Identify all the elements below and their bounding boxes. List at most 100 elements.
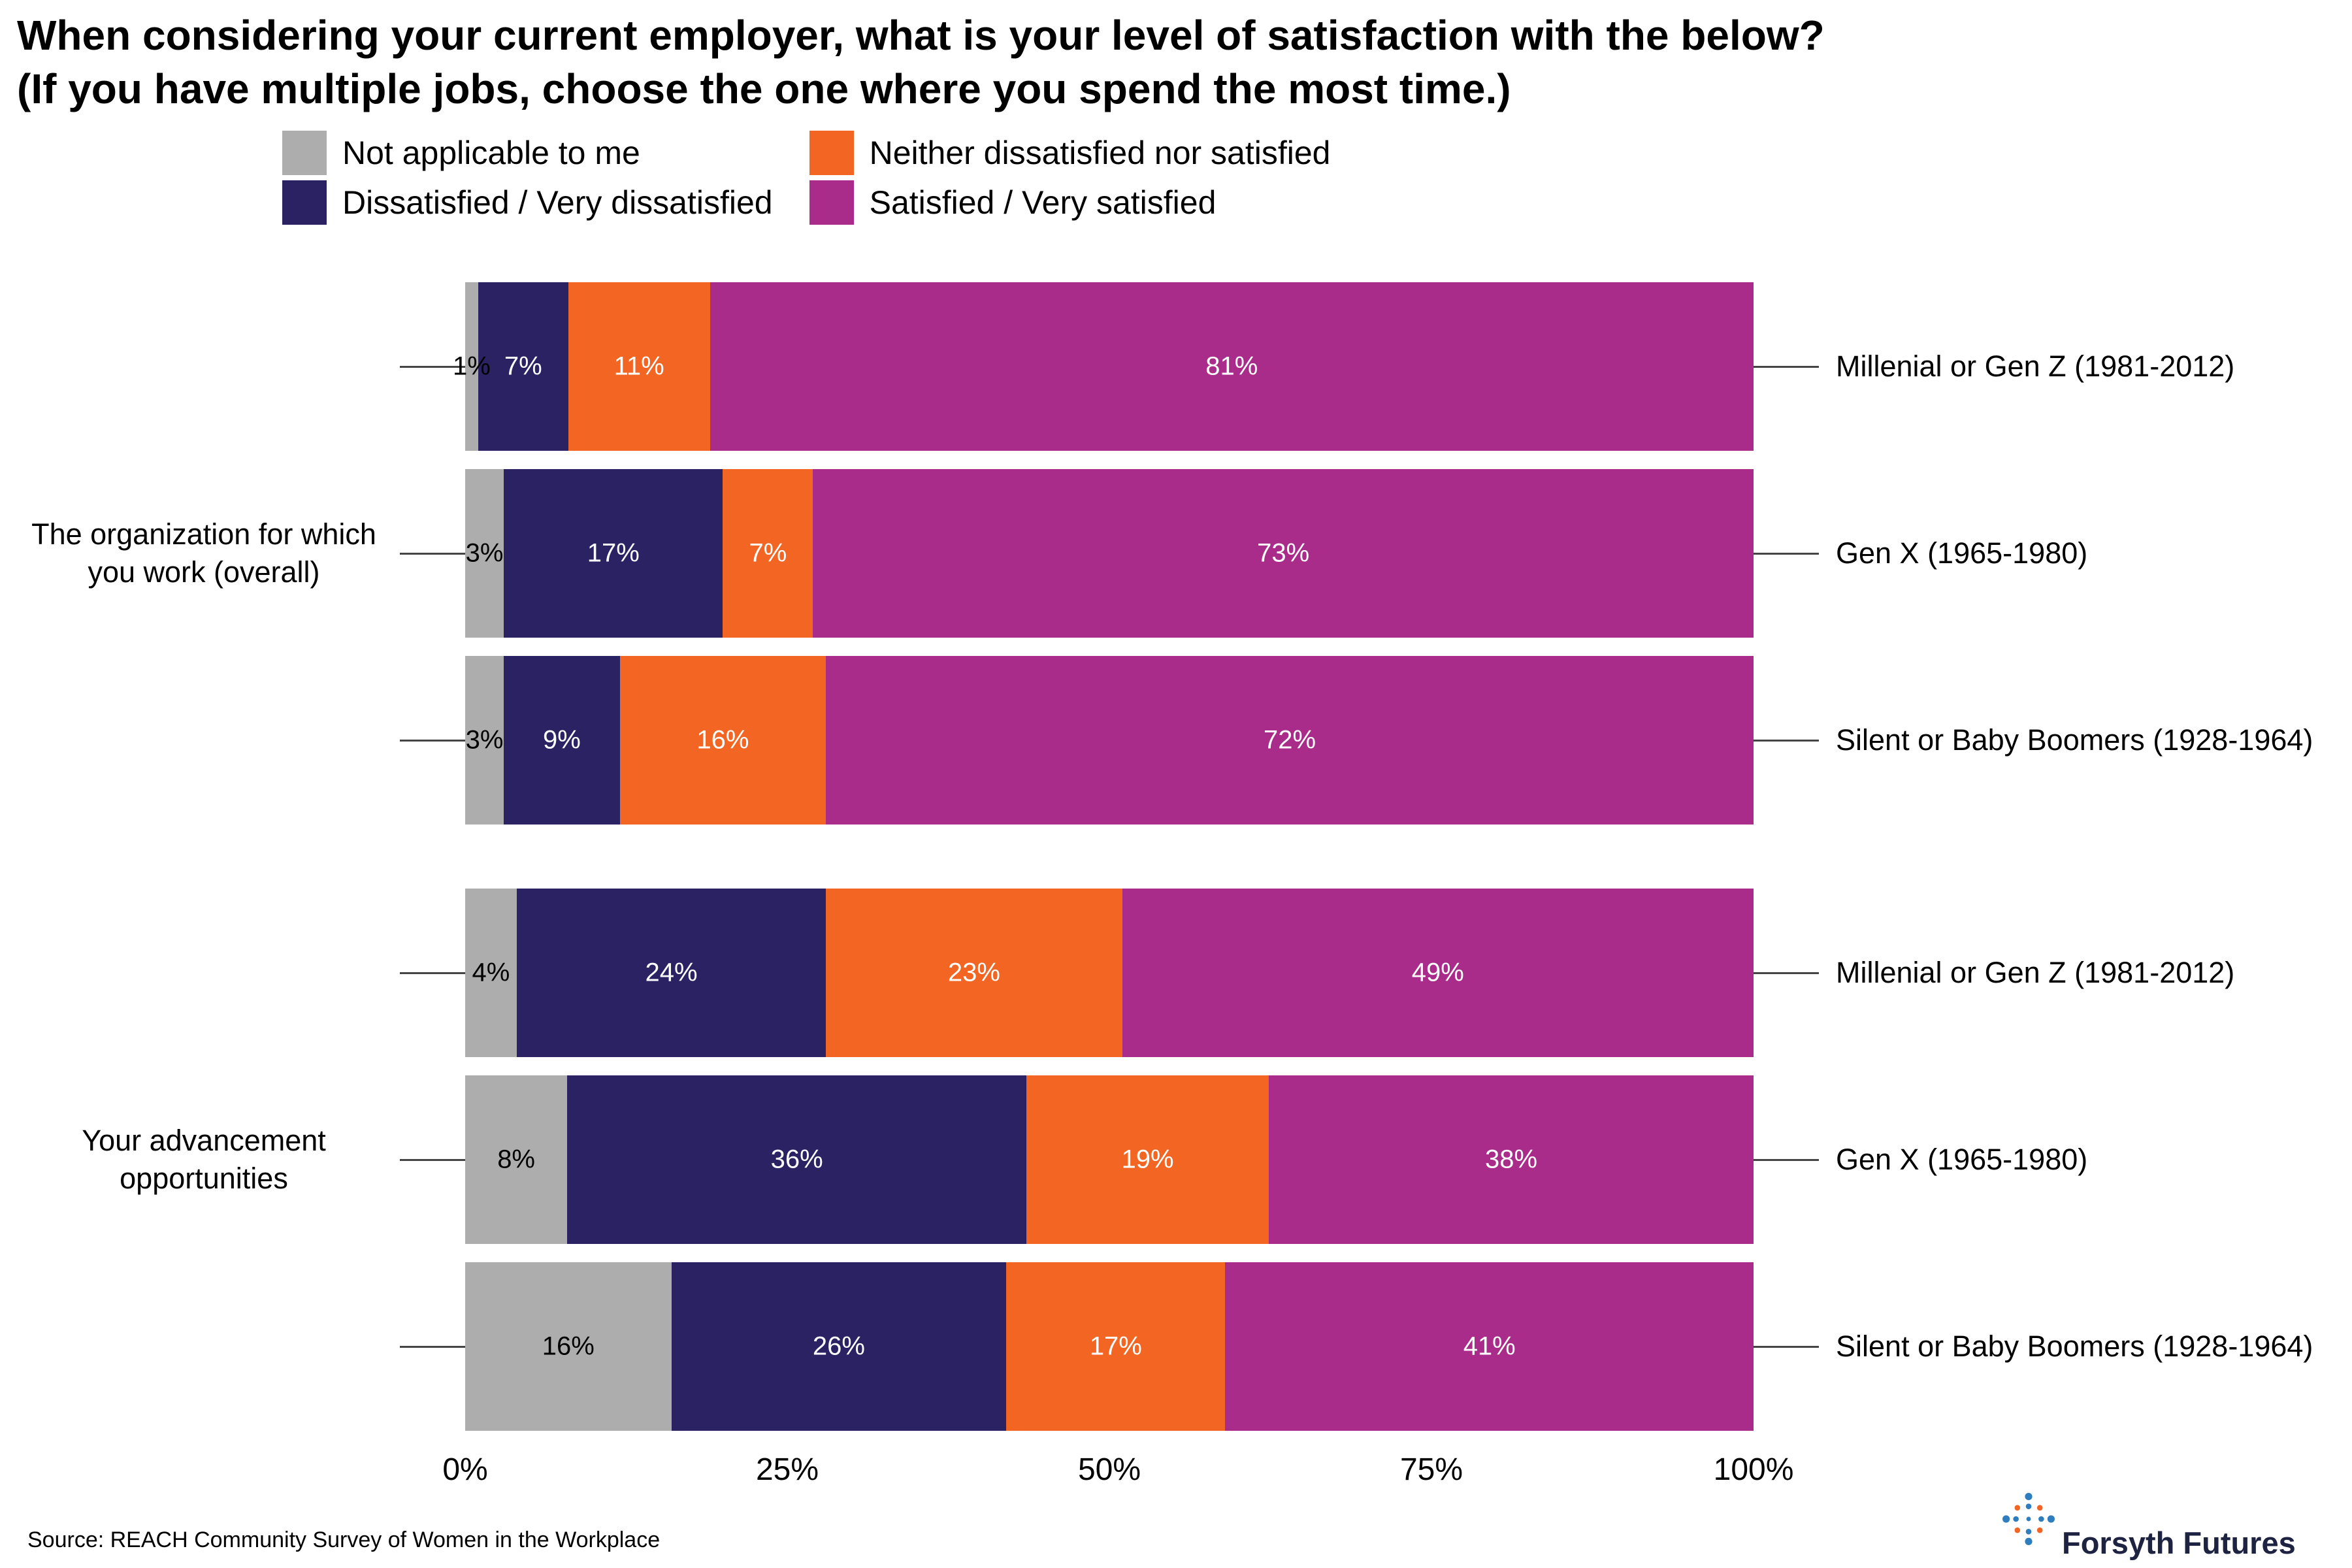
right-tick-line bbox=[1754, 739, 1819, 742]
bar-segment: 3% bbox=[465, 469, 504, 638]
bar-segment: 23% bbox=[826, 889, 1122, 1057]
bar-row: 3% 17% 7% 73% Gen X (1965-1980) bbox=[400, 469, 2313, 638]
segment-value-label: 7% bbox=[504, 351, 542, 381]
bar-segment: 3% bbox=[465, 656, 504, 825]
segment-value-label: 36% bbox=[770, 1145, 823, 1174]
legend: Not applicable to me Dissatisfied / Very … bbox=[282, 129, 1330, 226]
left-tick-line bbox=[400, 739, 465, 742]
stacked-bar: 3% 17% 7% 73% bbox=[465, 469, 1754, 638]
segment-value-label: 19% bbox=[1121, 1145, 1174, 1174]
bar-row: 3% 9% 16% 72% Silent or Baby Boomers (1928-1… bbox=[400, 656, 2313, 825]
legend-swatch bbox=[282, 180, 327, 225]
legend-label: Dissatisfied / Very dissatisfied bbox=[342, 184, 773, 221]
segment-value-label: 73% bbox=[1257, 538, 1310, 568]
segment-value-label: 3% bbox=[465, 538, 504, 568]
generation-label: Silent or Baby Boomers (1928-1964) bbox=[1836, 1330, 2313, 1363]
segment-value-label: 38% bbox=[1484, 1145, 1538, 1174]
segment-value-label: 11% bbox=[613, 351, 664, 381]
stacked-bar: 16% 26% 17% 41% bbox=[465, 1262, 1754, 1431]
generation-label: Millenial or Gen Z (1981-2012) bbox=[1836, 350, 2235, 383]
group-label-advancement: Your advancement opportunities bbox=[82, 1123, 326, 1196]
bar-segment: 41% bbox=[1225, 1262, 1754, 1431]
left-tick-line bbox=[400, 1345, 465, 1348]
segment-value-label: 17% bbox=[1089, 1331, 1142, 1361]
bar-segment: 8% bbox=[465, 1075, 568, 1244]
forsyth-futures-logo-icon bbox=[2002, 1493, 2055, 1545]
stacked-bar: 1% 7% 11% 81% bbox=[453, 282, 1754, 451]
stacked-bar: 3% 9% 16% 72% bbox=[465, 656, 1754, 825]
generation-label: Millenial or Gen Z (1981-2012) bbox=[1836, 956, 2235, 989]
bar-segment: 72% bbox=[826, 656, 1754, 825]
bar-segment: 11% bbox=[568, 282, 710, 451]
generation-label: Gen X (1965-1980) bbox=[1836, 536, 2088, 570]
bar-segment: 16% bbox=[619, 656, 826, 825]
stacked-bar: 8% 36% 19% 38% bbox=[465, 1075, 1754, 1244]
segment-value-label: 17% bbox=[587, 538, 640, 568]
legend-label: Not applicable to me bbox=[342, 135, 640, 171]
bar-segment: 7% bbox=[723, 469, 813, 638]
bar-segment: 38% bbox=[1269, 1075, 1754, 1244]
bar-segment: 24% bbox=[516, 889, 826, 1057]
segment-value-label: 16% bbox=[542, 1331, 595, 1361]
bar-row: 1% 7% 11% 81% Millenial or Gen Z (1981-2012) bbox=[400, 282, 2313, 451]
chart-title-line1: When considering your current employer, … bbox=[17, 12, 1825, 59]
legend-swatch bbox=[282, 131, 327, 175]
segment-value-label: 4% bbox=[472, 958, 510, 987]
segment-value-label: 1% bbox=[452, 351, 491, 381]
legend-item: Dissatisfied / Very dissatisfied bbox=[282, 179, 773, 226]
segment-value-label: 23% bbox=[947, 958, 1000, 987]
segment-value-label: 9% bbox=[542, 725, 581, 755]
left-tick-line bbox=[400, 972, 465, 974]
bar-segment: 17% bbox=[1006, 1262, 1226, 1431]
left-tick-line bbox=[400, 552, 465, 555]
bar-segment: 7% bbox=[478, 282, 568, 451]
left-tick-line bbox=[400, 365, 465, 368]
x-axis-tick-label: 0% bbox=[442, 1452, 488, 1487]
bars: 1% 7% 11% 81% Millenial or Gen Z (1981-2012)… bbox=[400, 282, 2313, 1431]
segment-value-label: 26% bbox=[812, 1331, 865, 1361]
bar-segment: 26% bbox=[671, 1262, 1007, 1431]
legend-item: Neither dissatisfied nor satisfied bbox=[809, 129, 1331, 176]
x-axis: 0% 25% 50% 75% 100% bbox=[442, 1452, 1793, 1494]
bar-segment: 4% bbox=[465, 889, 517, 1057]
forsyth-futures-logo: Forsyth Futures bbox=[1998, 1491, 2325, 1568]
source-note: Source: REACH Community Survey of Women … bbox=[27, 1527, 661, 1552]
bar-segment: 73% bbox=[813, 469, 1754, 638]
legend-swatch bbox=[809, 180, 854, 225]
right-tick-line bbox=[1754, 1158, 1819, 1161]
forsyth-futures-logo-text: Forsyth Futures bbox=[2062, 1526, 2296, 1560]
legend-label: Satisfied / Very satisfied bbox=[869, 184, 1217, 221]
segment-value-label: 16% bbox=[696, 725, 749, 755]
bar-segment: 17% bbox=[504, 469, 723, 638]
generation-label: Gen X (1965-1980) bbox=[1836, 1143, 2088, 1176]
right-tick-line bbox=[1754, 972, 1819, 974]
chart-title: When considering your current employer, … bbox=[17, 9, 1825, 116]
bar-segment: 1% bbox=[453, 282, 491, 451]
x-axis-tick-label: 25% bbox=[755, 1452, 819, 1487]
generation-label: Silent or Baby Boomers (1928-1964) bbox=[1836, 723, 2313, 757]
legend-swatch bbox=[809, 131, 854, 175]
bar-segment: 49% bbox=[1122, 889, 1754, 1057]
legend-item: Not applicable to me bbox=[282, 129, 773, 176]
group-label-organization: The organization for which you work (ove… bbox=[31, 517, 376, 589]
segment-value-label: 81% bbox=[1205, 351, 1258, 381]
stacked-bar: 4% 24% 23% 49% bbox=[465, 889, 1754, 1057]
segment-value-label: 24% bbox=[645, 958, 698, 987]
bar-segment: 19% bbox=[1026, 1075, 1269, 1244]
x-axis-tick-label: 100% bbox=[1713, 1452, 1794, 1487]
segment-value-label: 3% bbox=[465, 725, 504, 755]
bar-row: 16% 26% 17% 41% Silent or Baby Boomers (1928… bbox=[400, 1262, 2313, 1431]
right-tick-line bbox=[1754, 1345, 1819, 1348]
segment-value-label: 41% bbox=[1463, 1331, 1516, 1361]
segment-value-label: 49% bbox=[1411, 958, 1464, 987]
segment-value-label: 7% bbox=[749, 538, 787, 568]
bar-segment: 81% bbox=[710, 282, 1754, 451]
segment-value-label: 8% bbox=[497, 1145, 535, 1174]
bar-row: 8% 36% 19% 38% Gen X (1965-1980) bbox=[400, 1075, 2313, 1244]
legend-label: Neither dissatisfied nor satisfied bbox=[869, 135, 1331, 171]
left-tick-line bbox=[400, 1158, 465, 1161]
bar-segment: 9% bbox=[504, 656, 620, 825]
bar-segment: 16% bbox=[465, 1262, 672, 1431]
bar-row: 4% 24% 23% 49% Millenial or Gen Z (1981-2012… bbox=[400, 889, 2313, 1057]
